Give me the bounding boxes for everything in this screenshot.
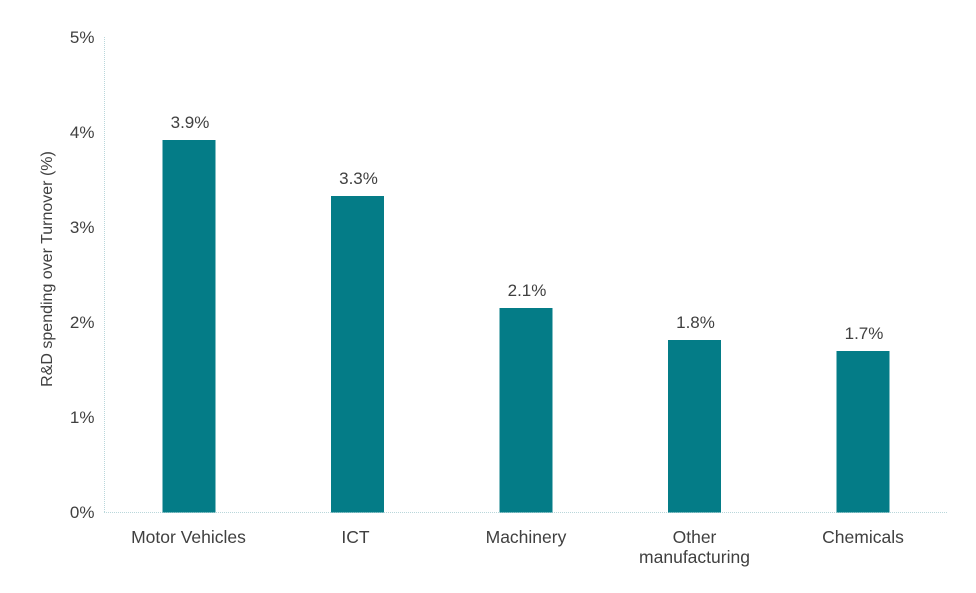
svg-text:Machinery: Machinery xyxy=(486,527,567,547)
svg-text:1.8%: 1.8% xyxy=(676,313,715,332)
svg-text:2%: 2% xyxy=(70,313,95,332)
svg-text:3%: 3% xyxy=(70,218,95,237)
svg-text:Chemicals: Chemicals xyxy=(822,527,904,547)
svg-text:4%: 4% xyxy=(70,123,95,142)
svg-text:3.9%: 3.9% xyxy=(171,113,210,132)
svg-text:5%: 5% xyxy=(70,28,95,47)
svg-text:Motor Vehicles: Motor Vehicles xyxy=(131,527,246,547)
svg-text:manufacturing: manufacturing xyxy=(639,547,750,567)
svg-text:Other: Other xyxy=(673,527,717,547)
svg-text:0%: 0% xyxy=(70,503,95,522)
svg-text:ICT: ICT xyxy=(341,527,370,547)
svg-text:3.3%: 3.3% xyxy=(339,169,378,188)
svg-text:R&D spending over Turnover (%): R&D spending over Turnover (%) xyxy=(39,151,56,387)
svg-text:1.7%: 1.7% xyxy=(845,324,884,343)
svg-text:2.1%: 2.1% xyxy=(508,281,547,300)
svg-text:1%: 1% xyxy=(70,408,95,427)
